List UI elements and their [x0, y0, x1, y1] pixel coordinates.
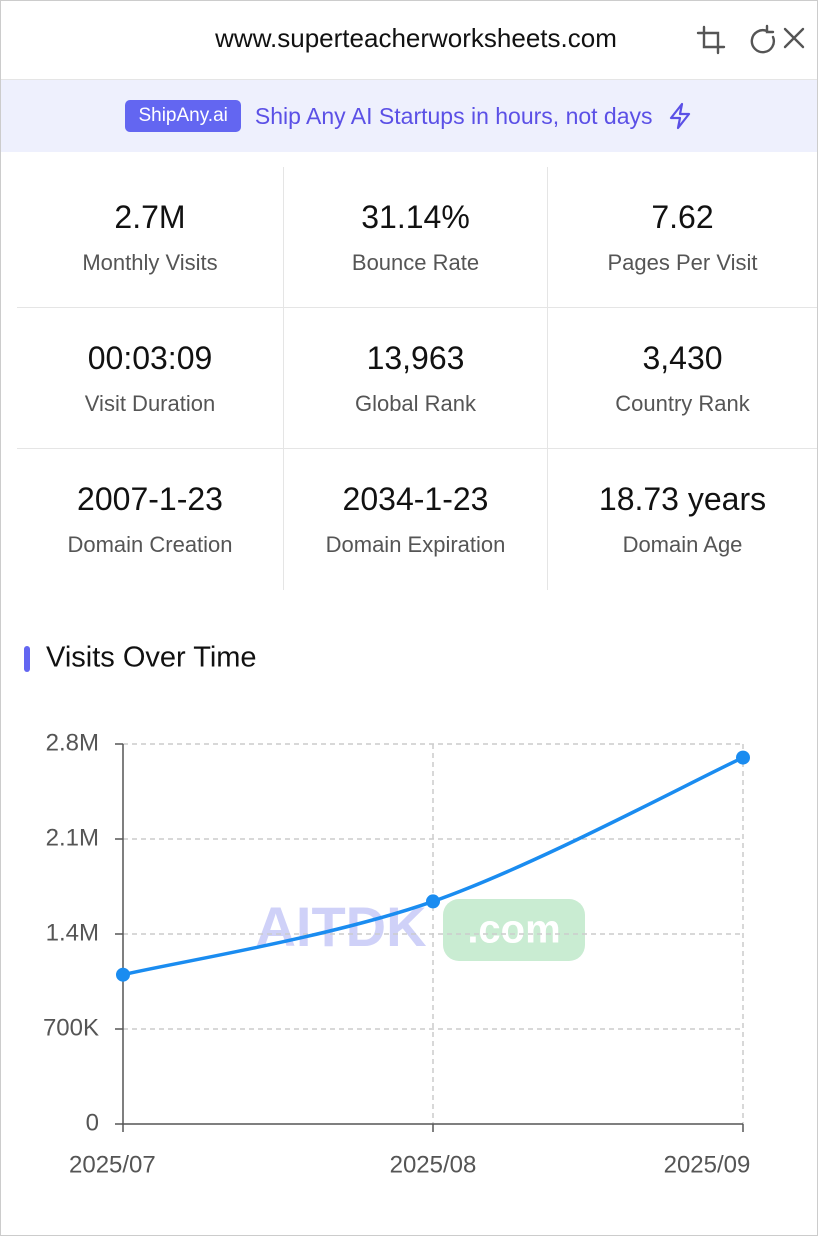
stat-cell: 2034-1-23 Domain Expiration: [284, 449, 548, 590]
bolt-icon: [669, 102, 690, 130]
stat-value: 00:03:09: [87, 340, 213, 376]
stat-label: Bounce Rate: [351, 250, 480, 275]
stat-cell: 3,430 Country Rank: [548, 308, 817, 449]
chart-title: Visits Over Time: [46, 642, 257, 674]
stat-value: 13,963: [366, 340, 465, 376]
watermark-suffix: .com: [467, 908, 560, 952]
stat-label: Global Rank: [354, 391, 477, 416]
stat-cell: 31.14% Bounce Rate: [284, 167, 548, 308]
data-point: [736, 750, 750, 765]
title-accent: [24, 646, 30, 672]
stat-value: 2007-1-23: [77, 481, 223, 517]
toolbar-icons: [696, 24, 805, 55]
stat-value: 18.73 years: [598, 481, 767, 517]
close-icon[interactable]: [783, 27, 805, 49]
y-tick-label: 0: [86, 1109, 99, 1136]
stat-label: Pages Per Visit: [607, 250, 758, 275]
stat-cell: 2007-1-23 Domain Creation: [17, 449, 284, 590]
data-point: [426, 894, 440, 909]
stats-grid: 2.7M Monthly Visits 31.14% Bounce Rate 7.62 P…: [17, 167, 817, 590]
banner-text: Ship Any AI Startups in hours, not days: [254, 102, 653, 129]
stat-label: Country Rank: [615, 391, 750, 416]
y-tick-label: 1.4M: [46, 919, 99, 946]
crop-icon[interactable]: [696, 25, 726, 55]
stat-cell: 2.7M Monthly Visits: [17, 167, 284, 308]
stat-label: Domain Expiration: [325, 532, 506, 557]
x-tick-label: 2025/07: [69, 1151, 156, 1178]
chart: Visits Over Time AITDK .com 0 700K 1.4M 2.1M 2…: [24, 642, 751, 1178]
watermark-brand: AITDK: [255, 895, 426, 958]
x-tick-label: 2025/08: [390, 1151, 477, 1178]
stat-cell: 18.73 years Domain Age: [548, 449, 817, 590]
watermark-pill: [443, 899, 585, 961]
refresh-icon[interactable]: [750, 24, 775, 54]
stat-value: 2034-1-23: [342, 481, 489, 517]
y-tick-label: 700K: [43, 1014, 99, 1041]
stat-label: Visit Duration: [84, 391, 216, 416]
y-tick-label: 2.8M: [46, 729, 99, 756]
stat-value: 7.62: [651, 199, 714, 235]
stat-cell: 7.62 Pages Per Visit: [548, 167, 817, 308]
banner[interactable]: ShipAny.ai Ship Any AI Startups in hours…: [1, 80, 817, 152]
stat-cell: 13,963 Global Rank: [284, 308, 548, 449]
stat-value: 31.14%: [361, 199, 470, 235]
stat-label: Domain Creation: [67, 532, 233, 557]
stat-value: 3,430: [642, 340, 723, 376]
y-tick-label: 2.1M: [46, 824, 99, 851]
url: www.superteacherworksheets.com: [215, 23, 617, 53]
data-point: [116, 967, 130, 982]
badge: ShipAny.ai: [125, 100, 241, 132]
stat-value: 2.7M: [114, 199, 186, 235]
x-tick-label: 2025/09: [664, 1151, 751, 1178]
stat-label: Monthly Visits: [82, 250, 218, 275]
header: www.superteacherworksheets.com: [1, 1, 817, 80]
stat-label: Domain Age: [622, 532, 743, 557]
stat-cell: 00:03:09 Visit Duration: [17, 308, 284, 449]
